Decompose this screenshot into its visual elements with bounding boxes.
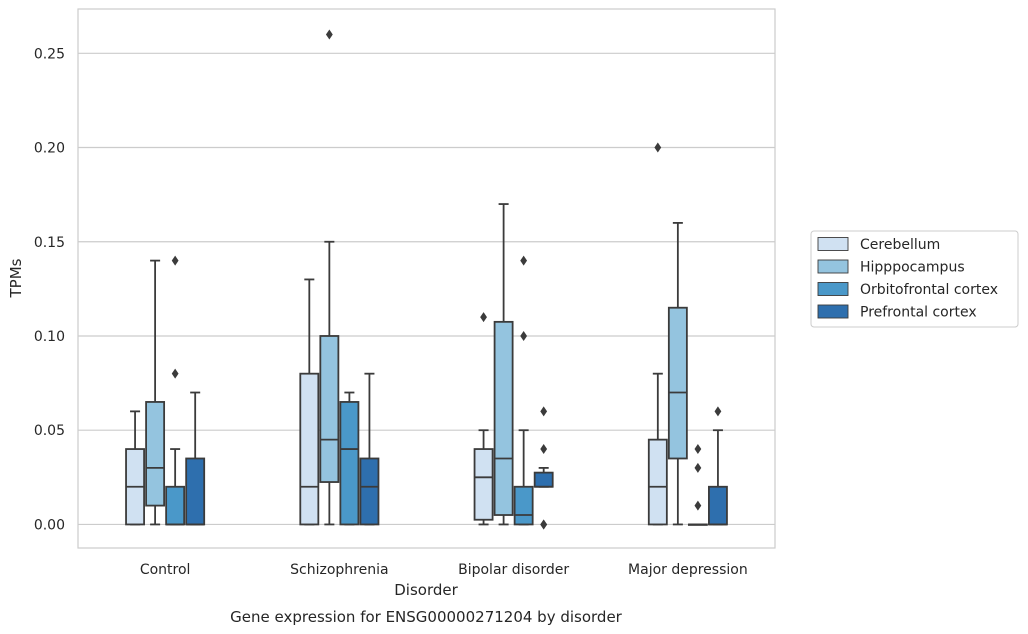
legend-swatch bbox=[817, 259, 849, 274]
box-orbitofrontal-cortex bbox=[339, 391, 360, 526]
outlier-point bbox=[694, 500, 702, 511]
plot-frame bbox=[77, 8, 776, 549]
box bbox=[533, 471, 554, 488]
legend-label: Hipppocampus bbox=[860, 260, 965, 276]
outlier-point bbox=[171, 368, 179, 379]
box bbox=[493, 320, 514, 516]
legend-swatch bbox=[817, 282, 849, 296]
y-axis-label: TPMs bbox=[7, 258, 25, 298]
x-axis-label: Disorder bbox=[394, 581, 458, 599]
box bbox=[299, 372, 320, 526]
outlier-point bbox=[520, 255, 528, 266]
outlier-point bbox=[694, 444, 702, 455]
box bbox=[359, 457, 380, 526]
y-tick-label: 0.05 bbox=[34, 423, 65, 439]
y-tick-labels: 0.00 0.05 0.10 0.15 0.20 0.25 bbox=[34, 46, 65, 533]
y-tick-label: 0.25 bbox=[34, 46, 65, 62]
box bbox=[145, 401, 166, 507]
legend-swatch bbox=[817, 304, 849, 319]
box-plots bbox=[125, 29, 728, 530]
box-orbitofrontal-cortex bbox=[513, 255, 534, 526]
box-prefrontal-cortex bbox=[359, 372, 380, 526]
box bbox=[513, 485, 534, 526]
x-tick-labels: Control Schizophrenia Bipolar disorder Majo… bbox=[140, 562, 748, 578]
box-cerebellum bbox=[125, 410, 145, 526]
box-hipppocampus bbox=[145, 259, 166, 526]
outlier-point bbox=[694, 462, 702, 473]
legend-label: Prefrontal cortex bbox=[860, 305, 977, 321]
x-tick-label: Bipolar disorder bbox=[458, 562, 569, 578]
outlier-point bbox=[480, 312, 487, 323]
chart-caption: Gene expression for ENSG00000271204 by d… bbox=[230, 608, 623, 626]
legend-label: Cerebellum bbox=[860, 237, 940, 253]
outlier-point bbox=[325, 29, 333, 40]
outlier-point bbox=[540, 406, 548, 417]
box bbox=[647, 438, 668, 526]
outlier-point bbox=[171, 255, 179, 266]
y-tick-label: 0.00 bbox=[34, 517, 65, 533]
box bbox=[339, 401, 360, 526]
box-orbitofrontal-cortex bbox=[687, 444, 708, 526]
legend: Cerebellum Hipppocampus Orbitofrontal cort… bbox=[810, 230, 1019, 328]
y-tick-label: 0.10 bbox=[34, 329, 65, 345]
box-cerebellum bbox=[473, 312, 494, 526]
legend-swatch bbox=[817, 237, 849, 251]
box-hipppocampus bbox=[493, 203, 514, 526]
legend-frame bbox=[810, 230, 1019, 328]
box-cerebellum bbox=[299, 278, 320, 526]
box-prefrontal-cortex bbox=[185, 391, 206, 526]
box bbox=[165, 485, 186, 526]
box bbox=[708, 485, 728, 526]
box bbox=[473, 448, 494, 521]
box bbox=[667, 306, 688, 460]
y-tick-label: 0.20 bbox=[34, 141, 65, 157]
x-tick-label: Control bbox=[140, 562, 191, 578]
outlier-point bbox=[654, 142, 662, 153]
box bbox=[319, 335, 340, 483]
outlier-point bbox=[540, 519, 548, 530]
y-tick-label: 0.15 bbox=[34, 235, 65, 251]
box-hipppocampus bbox=[667, 222, 688, 526]
x-tick-label: Major depression bbox=[628, 562, 748, 578]
legend-label: Orbitofrontal cortex bbox=[860, 282, 998, 298]
box-prefrontal-cortex bbox=[708, 406, 728, 526]
box-cerebellum bbox=[647, 142, 668, 526]
x-tick-label: Schizophrenia bbox=[290, 562, 388, 578]
outlier-point bbox=[714, 406, 722, 417]
box-orbitofrontal-cortex bbox=[165, 255, 186, 526]
outlier-point bbox=[540, 444, 548, 455]
outlier-point bbox=[520, 330, 528, 341]
box bbox=[185, 457, 206, 526]
box-prefrontal-cortex bbox=[533, 406, 554, 530]
box-hipppocampus bbox=[319, 29, 340, 526]
